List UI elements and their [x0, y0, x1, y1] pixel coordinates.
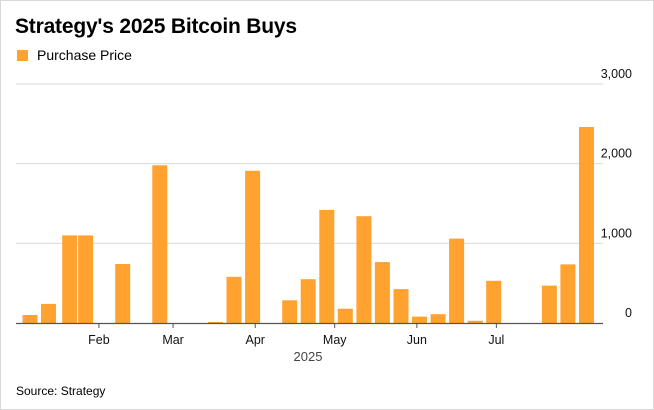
x-tick-label: May	[323, 333, 347, 347]
bar	[467, 320, 483, 323]
y-tick-label: 3,000	[601, 67, 632, 81]
bar	[486, 280, 502, 323]
y-tick-label: 1,000	[601, 226, 632, 240]
bar	[22, 315, 38, 323]
y-tick-label: 2,000	[601, 147, 632, 161]
source-note: Source: Strategy	[16, 384, 106, 398]
legend-label: Purchase Price	[37, 47, 132, 63]
bar	[300, 279, 316, 323]
bar	[226, 276, 242, 323]
x-tick-label: Jun	[407, 333, 427, 347]
x-tick-label: Mar	[162, 333, 184, 347]
bar	[541, 285, 557, 323]
bar	[374, 262, 390, 323]
bar	[412, 316, 427, 323]
legend: Purchase Price	[17, 47, 132, 63]
bar	[282, 300, 298, 323]
bar	[152, 165, 168, 323]
bar	[356, 216, 372, 323]
bar	[62, 235, 78, 323]
bar	[78, 235, 94, 323]
bar	[245, 170, 261, 323]
chart-title: Strategy's 2025 Bitcoin Buys	[15, 15, 297, 38]
bar	[393, 289, 409, 323]
x-tick-label: Feb	[88, 333, 110, 347]
bar	[449, 238, 465, 323]
bar	[115, 264, 131, 323]
bar	[430, 314, 446, 323]
bar	[560, 264, 576, 323]
x-year-label: 2025	[294, 349, 323, 364]
bar	[579, 127, 594, 323]
bar	[337, 308, 353, 323]
y-tick-label: 0	[625, 306, 632, 320]
bar	[319, 209, 335, 323]
x-tick-label: Jul	[488, 333, 504, 347]
legend-swatch	[17, 49, 28, 61]
bar	[41, 303, 56, 323]
bar	[208, 322, 223, 323]
x-tick-label: Apr	[246, 333, 265, 347]
